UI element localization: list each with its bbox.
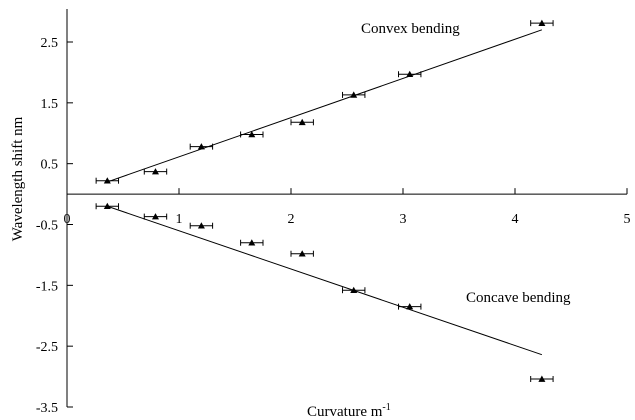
y-tick-label: 0.5 xyxy=(41,158,59,173)
x-axis-label-text: Curvature m xyxy=(307,404,383,420)
x-axis-label-superscript: -1 xyxy=(382,402,390,413)
data-point-marker xyxy=(248,130,256,138)
data-point-marker xyxy=(298,118,306,126)
annotation-convex-bending: Convex bending xyxy=(361,21,460,37)
data-point-marker xyxy=(406,70,414,78)
x-tick-label: 3 xyxy=(400,212,407,227)
data-point-marker xyxy=(103,177,111,184)
data-points xyxy=(95,19,554,383)
x-tick-label: 2 xyxy=(288,212,295,227)
fit-lines xyxy=(107,29,543,356)
data-point-marker xyxy=(248,239,256,246)
data-point-marker xyxy=(151,168,159,175)
data-point-marker xyxy=(350,91,358,98)
tick-group: 0 1 2 3 4 5 2.5 1.5 0.5 -0.5 -1.5 -2.5 -3.5 xyxy=(36,36,631,416)
fit-line xyxy=(107,205,543,356)
fit-line xyxy=(107,29,543,183)
annotation-concave-bending: Concave bending xyxy=(466,290,571,306)
data-point-marker xyxy=(298,250,306,257)
x-tick-label: 5 xyxy=(624,212,631,227)
x-tick-label: 4 xyxy=(512,212,519,227)
data-point-marker xyxy=(197,143,205,150)
data-point-marker xyxy=(350,286,358,293)
y-tick-label: 2.5 xyxy=(41,36,59,51)
y-tick-label: -0.5 xyxy=(36,219,58,234)
x-axis-label: Curvature m-1 xyxy=(307,402,391,420)
y-tick-label: -2.5 xyxy=(36,340,58,355)
x-tick-label: 0 xyxy=(64,212,71,227)
data-point-marker xyxy=(538,375,546,382)
y-tick-label: 1.5 xyxy=(41,97,59,112)
x-tick-label: 1 xyxy=(176,212,183,227)
data-point-marker xyxy=(197,222,205,229)
y-tick-label: -1.5 xyxy=(36,279,58,294)
data-point-marker xyxy=(406,303,414,310)
data-point-marker xyxy=(103,202,111,210)
y-axis-label: Wavelength shift nm xyxy=(10,116,26,241)
axes xyxy=(66,9,627,407)
data-point-marker xyxy=(151,213,159,220)
data-point-marker xyxy=(538,19,546,26)
y-tick-label: -3.5 xyxy=(36,401,58,416)
